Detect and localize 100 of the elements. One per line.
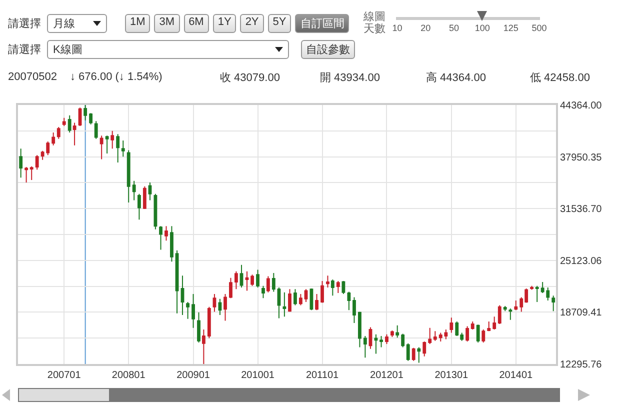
text: 請選擇 [8,43,41,57]
candlestick [19,148,23,178]
dropdown-field: 月線 [47,14,107,32]
text: 自設參數 [301,40,355,59]
candlestick [62,117,66,126]
candlestick [390,330,394,338]
candlestick [116,134,120,163]
text: 2Y [240,14,264,32]
candlestick [380,335,383,348]
y-tick-label: 18709.41 [560,308,602,319]
candlestick [186,302,190,320]
candlestick [192,293,195,328]
candlestick [52,132,56,146]
candlestick [159,226,162,250]
text: 50 [449,23,460,33]
x-tick-label: 201401 [499,370,534,381]
text: 低 42458.00 [530,70,590,84]
candlestick [330,278,334,296]
text: 1Y [212,14,236,32]
candlestick [262,285,265,299]
candlestick [218,298,222,316]
text: 開 43934.00 [320,70,380,84]
text: 收 43079.00 [220,70,280,84]
candlestick [352,296,356,324]
candlestick [347,291,351,311]
candlestick [132,180,136,201]
candlestick [35,154,39,170]
candlestick [142,186,146,210]
text: 線圖天數 [363,11,386,35]
candlestick [164,226,168,242]
candlestick [433,330,437,342]
candlestick [84,105,88,121]
candlestick [368,326,372,350]
y-tick-label: 44364.00 [560,100,602,112]
text: 125 [503,23,518,33]
x-tick-label: 201001 [241,370,275,381]
candlestick [374,334,378,354]
candlestick [170,226,174,262]
text: 高 44364.00 [426,70,486,84]
candlestick [503,305,507,312]
text: 6M [184,14,209,32]
candlestick [508,308,512,320]
candlestick [250,274,254,286]
candlestick [110,130,114,150]
text: 請選擇 [8,16,41,30]
candlestick [358,311,362,348]
candlestick [126,150,130,204]
candlestick [412,347,416,362]
candlestick [385,334,388,345]
candlestick [24,166,28,184]
candlestick [137,193,141,220]
x-tick-label: 200801 [112,370,146,381]
x-tick-label: 200701 [47,370,82,381]
y-tick-label: 31536.70 [560,204,602,216]
candlestick [197,312,200,343]
candlestick [89,112,93,125]
x-tick-label: 201301 [434,370,469,381]
candlestick [68,114,72,133]
candlestick [282,292,286,318]
candlestick [552,295,556,312]
text: 5Y [268,14,292,32]
candlestick [148,182,152,201]
candlestick [401,333,405,348]
candlestick [240,264,244,288]
candlestick [315,293,318,311]
x-tick-label: 201201 [370,370,404,381]
candlestick [406,342,410,362]
candlestick [180,275,184,316]
candlestick [294,288,297,306]
candlestick [56,126,60,140]
candlestick [121,140,125,158]
candlestick [466,326,470,342]
candlestick [298,293,302,306]
candlestick [288,288,292,312]
candlestick [224,293,227,322]
candlestick [256,269,260,288]
candlestick [277,287,281,319]
text: 100 [474,23,490,33]
candlestick [336,280,340,294]
candlestick [320,280,324,304]
candlestick [202,329,206,364]
text: ↓ 676.00 (↓ 1.54%) [70,71,162,83]
candlestick [428,327,432,345]
text: 20070502 [8,71,57,83]
candlestick [417,346,421,364]
text: 500 [532,23,547,33]
candlestick [72,122,76,146]
text: 自訂區間 [295,14,350,32]
x-tick-label: 201101 [306,370,339,381]
candlestick [30,166,34,180]
candlestick [266,276,270,293]
candlestick [476,324,480,343]
candlestick [105,135,109,154]
y-tick-label: 25123.06 [560,256,602,267]
candlestick [482,329,486,343]
candlestick [342,280,346,294]
candlestick [470,320,474,330]
candlestick [396,324,400,338]
text: 3M [154,14,180,32]
candlestick [229,277,232,299]
